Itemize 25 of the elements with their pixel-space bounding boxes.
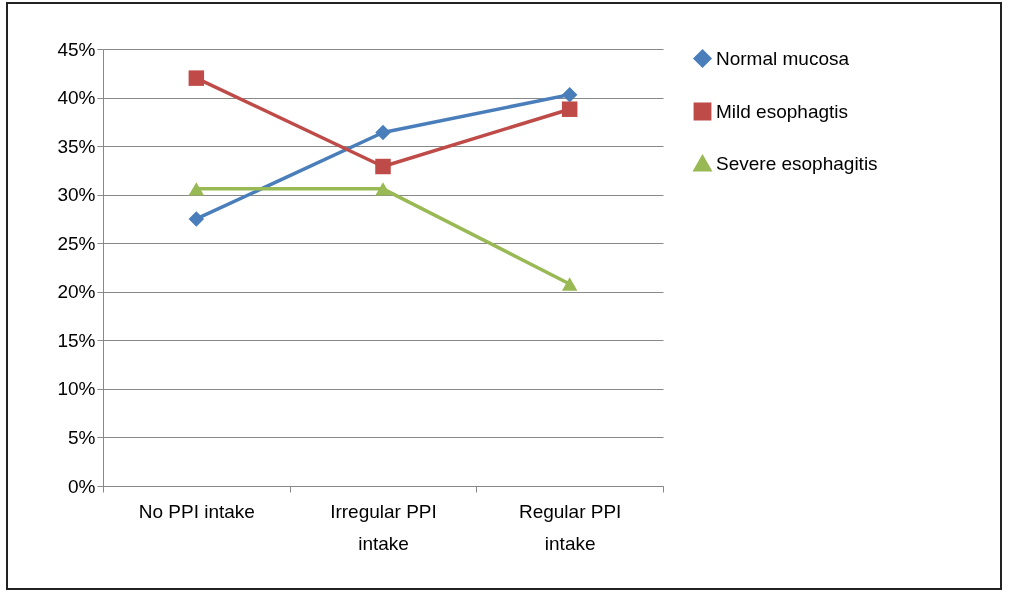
point — [561, 86, 578, 103]
x-tick-label: No PPI intake — [138, 500, 255, 522]
point — [561, 101, 578, 117]
legend-label: Severe esophagitis — [716, 152, 878, 174]
y-tick-label: 30% — [57, 184, 96, 206]
y-tick-label: 20% — [57, 281, 96, 303]
y-tick-label: 45% — [57, 38, 96, 60]
point — [188, 70, 205, 86]
x-tick-label: Regular PPI intake — [518, 500, 622, 554]
y-tick-label: 40% — [57, 87, 96, 109]
y-tick-label: 25% — [57, 232, 96, 254]
legend-label: Mild esophagtis — [716, 100, 849, 122]
point — [375, 158, 391, 175]
point — [561, 277, 578, 291]
y-tick-label: 5% — [68, 426, 96, 448]
y-tick-label: 35% — [57, 135, 96, 157]
point — [375, 124, 391, 141]
legend-label: Normal mucosa — [716, 47, 850, 69]
y-tick-label: 15% — [57, 329, 96, 351]
point — [188, 211, 205, 227]
point — [188, 182, 205, 196]
y-tick-label: 10% — [57, 378, 96, 400]
point — [375, 182, 391, 196]
x-tick-label: Irregular PPI intake — [330, 500, 437, 554]
y-tick-label: 0% — [68, 475, 96, 497]
